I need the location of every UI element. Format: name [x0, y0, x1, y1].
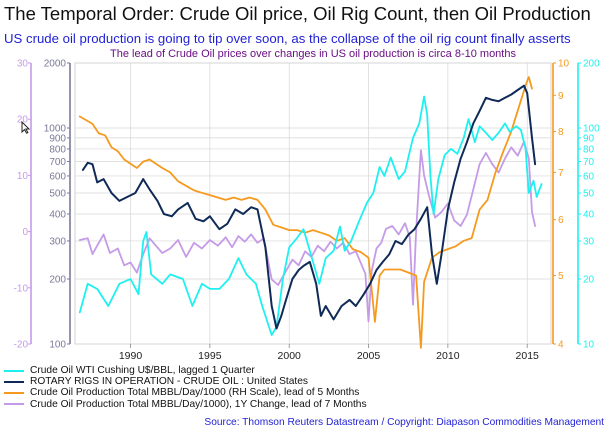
axis-price-tick-label-9: 100 [583, 124, 600, 135]
axis-production-tick-label-2: 6 [558, 215, 564, 226]
axis-change_pct-tick-label-2: 0 [22, 227, 28, 238]
legend-item-production-change: Crude Oil Production Total MBBL/Day/1000… [4, 399, 367, 410]
x-tick-label-0: 1990 [119, 350, 143, 362]
axis-price-tick-label-1: 20 [583, 274, 595, 285]
axis-production-tick-label-3: 7 [558, 168, 564, 179]
axis-rigs-tick-label-7: 800 [49, 144, 66, 155]
legend-swatch-wti-price [4, 369, 24, 372]
x-tick-label-1: 1995 [198, 350, 222, 362]
axis-price-tick-label-0: 10 [583, 340, 595, 351]
axis-price-tick-label-7: 80 [583, 144, 595, 155]
x-tick-label-5: 2015 [516, 350, 540, 362]
legend-label-rig-count: ROTARY RIGS IN OPERATION - CRUDE OIL : U… [30, 376, 308, 388]
mouse-cursor-icon [21, 120, 31, 139]
axis-rigs-tick-label-9: 1000 [44, 124, 67, 135]
x-tick-label-4: 2010 [436, 350, 460, 362]
x-tick-label-2: 2000 [278, 350, 302, 362]
axis-rigs-tick-label-8: 900 [49, 133, 66, 144]
series-line-1 [81, 84, 537, 330]
axis-rigs-tick-label-1: 200 [49, 274, 66, 285]
axis-change_pct-tick-label-5: 30 [17, 59, 29, 70]
legend-label-production-change: Crude Oil Production Total MBBL/Day/1000… [30, 398, 367, 410]
axis-production-tick-label-5: 9 [558, 91, 564, 102]
axis-production-tick-label-0: 4 [558, 340, 564, 351]
axis-rigs-tick-label-2: 300 [49, 236, 66, 247]
series-line-2 [78, 76, 533, 349]
axis-change_pct-tick-label-0: -20 [14, 340, 29, 351]
plot-area [74, 62, 552, 345]
axis-rigs-tick-label-6: 700 [49, 157, 66, 168]
legend-item-wti-price: Crude Oil WTI Cushing U$/BBL, lagged 1 Q… [4, 365, 367, 376]
axis-price-tick-label-4: 50 [583, 189, 595, 200]
axis-price-tick-label-5: 60 [583, 171, 595, 182]
axis-price-tick-label-2: 30 [583, 236, 595, 247]
legend-swatch-production-change [4, 403, 24, 406]
legend-label-wti-price: Crude Oil WTI Cushing U$/BBL, lagged 1 Q… [30, 365, 255, 377]
chart-title: The Temporal Order: Crude Oil price, Oil… [4, 3, 591, 24]
series-line-0 [78, 95, 543, 336]
axis-production-tick-label-4: 8 [558, 127, 564, 138]
axis-production-tick-label-6: 10 [558, 59, 570, 70]
axis-production-tick-label-1: 5 [558, 271, 564, 282]
axis-price-tick-label-3: 40 [583, 209, 595, 220]
axis-rigs-tick-label-4: 500 [49, 189, 66, 200]
axis-rigs-tick-label-5: 600 [49, 171, 66, 182]
source-note: Source: Thomson Reuters Datastream / Cop… [204, 417, 604, 428]
series-line-3 [78, 140, 536, 323]
x-tick-label-3: 2005 [357, 350, 381, 362]
legend-item-production: Crude Oil Production Total MBBL/Day/1000… [4, 387, 367, 398]
chart-subtitle: US crude oil production is going to tip … [4, 31, 571, 46]
chart-legend: Crude Oil WTI Cushing U$/BBL, lagged 1 Q… [4, 365, 367, 410]
axis-rigs-tick-label-10: 2000 [44, 59, 67, 70]
legend-item-rig-count: ROTARY RIGS IN OPERATION - CRUDE OIL : U… [4, 376, 367, 387]
axis-rigs-tick-label-3: 400 [49, 209, 66, 220]
axis-price-tick-label-10: 200 [583, 59, 600, 70]
axis-change_pct-tick-label-3: 10 [17, 171, 29, 182]
legend-swatch-production [4, 391, 24, 395]
axis-rigs-tick-label-0: 100 [49, 340, 66, 351]
legend-label-production: Crude Oil Production Total MBBL/Day/1000… [30, 387, 360, 399]
axis-price-tick-label-6: 70 [583, 157, 595, 168]
axis-change_pct-tick-label-4: 20 [17, 115, 29, 126]
axis-price-tick-label-8: 90 [583, 133, 595, 144]
axis-change_pct-tick-label-1: -10 [14, 283, 29, 294]
chart-annotation: The lead of Crude Oil prices over change… [110, 48, 516, 60]
legend-swatch-rig-count [4, 380, 24, 383]
